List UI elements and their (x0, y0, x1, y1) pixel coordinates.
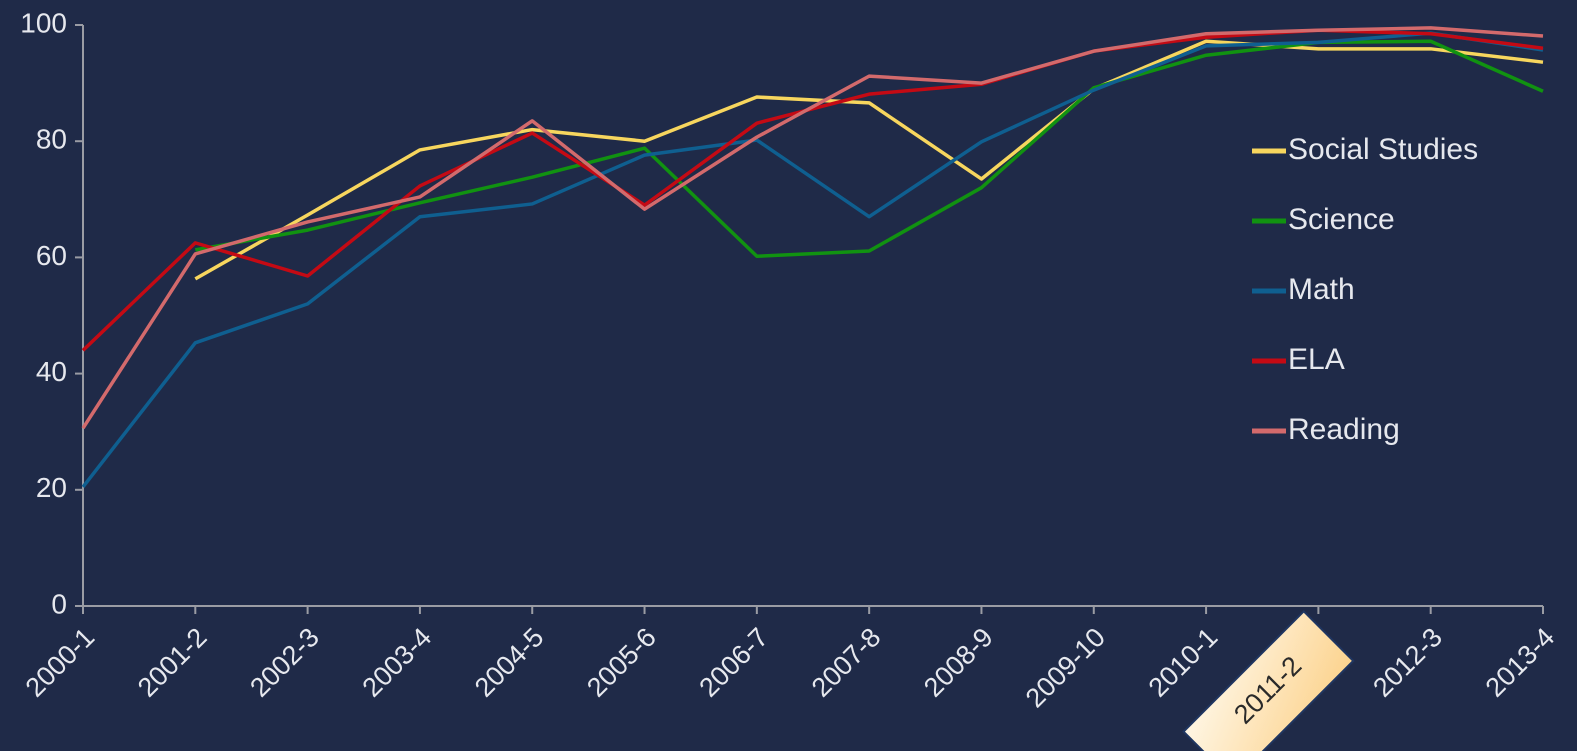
legend-label: ELA (1288, 343, 1345, 376)
y-tick-label: 60 (36, 240, 67, 271)
y-tick-label: 40 (36, 356, 67, 387)
series-line (81, 26, 1544, 430)
series-line (194, 39, 1544, 281)
y-tick-label: 0 (51, 588, 67, 619)
highlight-box (1182, 609, 1355, 751)
legend-label: Math (1288, 273, 1355, 306)
legend-label: Social Studies (1288, 133, 1478, 166)
y-tick-label: 100 (20, 7, 67, 38)
x-tick-group: 2011-2 (1182, 609, 1355, 751)
y-tick-label: 80 (36, 124, 67, 155)
series-line (81, 31, 1544, 488)
y-tick-label: 20 (36, 472, 67, 503)
legend-label: Reading (1288, 413, 1400, 446)
legend-label: Science (1288, 203, 1395, 236)
